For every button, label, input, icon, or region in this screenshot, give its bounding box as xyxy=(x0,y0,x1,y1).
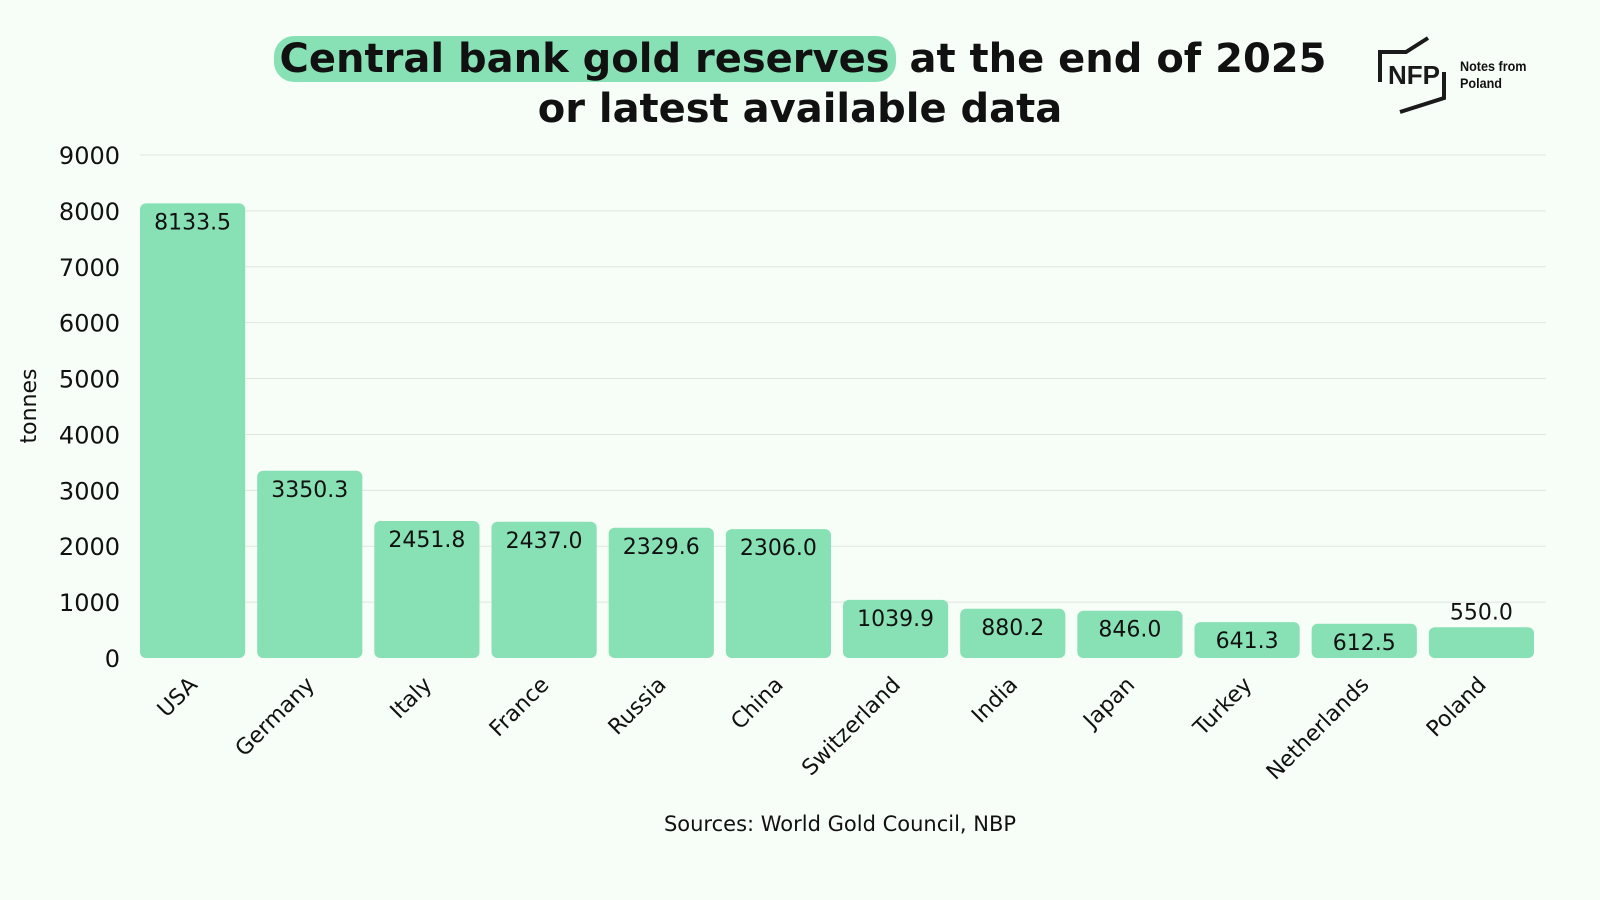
bar-usa xyxy=(140,203,246,658)
y-tick-label: 7000 xyxy=(59,254,120,282)
data-label: 3350.3 xyxy=(271,478,348,503)
data-label: 2306.0 xyxy=(740,536,817,561)
bar-china xyxy=(725,529,831,658)
bar-netherlands xyxy=(1311,623,1417,658)
bar-france xyxy=(491,521,597,658)
x-tick-label: Russia xyxy=(604,673,672,741)
bar-japan xyxy=(1077,610,1183,658)
data-label: 880.2 xyxy=(981,616,1044,641)
bar-germany xyxy=(257,470,363,658)
logo-text-line1: Notes from xyxy=(1460,58,1527,74)
data-label: 846.0 xyxy=(1098,618,1161,643)
y-tick-label: 9000 xyxy=(59,142,120,170)
bar-turkey xyxy=(1194,622,1300,658)
x-tick-label: Japan xyxy=(1078,673,1140,735)
source-note: Sources: World Gold Council, NBP xyxy=(663,812,1017,836)
x-tick-label: Turkey xyxy=(1188,673,1257,742)
y-tick-label: 4000 xyxy=(59,421,120,449)
title-line2: or latest available data xyxy=(537,86,1063,132)
y-axis-label: tonnes xyxy=(17,369,42,444)
bar-switzerland xyxy=(843,599,949,658)
data-label: 2437.0 xyxy=(506,529,583,554)
x-tick-label: India xyxy=(967,673,1023,729)
data-label: 8133.5 xyxy=(154,210,231,235)
x-tick-label: Poland xyxy=(1422,673,1492,743)
y-tick-label: 5000 xyxy=(59,366,120,394)
y-tick-label: 1000 xyxy=(59,589,120,617)
y-tick-label: 0 xyxy=(105,645,120,673)
x-tick-label: Switzerland xyxy=(797,673,905,781)
x-tick-label: Netherlands xyxy=(1262,673,1375,786)
chart-title: Central bank gold reserves at the end of… xyxy=(0,34,1600,134)
y-tick-label: 6000 xyxy=(59,310,120,338)
bar-italy xyxy=(374,520,480,658)
x-tick-label: France xyxy=(485,673,554,742)
y-tick-label: 8000 xyxy=(59,198,120,226)
logo-text: Notes from Poland xyxy=(1460,58,1527,92)
data-label: 2329.6 xyxy=(623,535,700,560)
data-label: 2451.8 xyxy=(388,528,465,553)
bar-russia xyxy=(608,527,714,658)
y-tick-label: 2000 xyxy=(59,533,120,561)
logo-text-line2: Poland xyxy=(1460,75,1503,91)
y-tick-label: 3000 xyxy=(59,477,120,505)
data-label: 1039.9 xyxy=(857,607,934,632)
x-tick-label: Italy xyxy=(386,673,437,724)
logo-mark: NFP xyxy=(1388,60,1440,90)
x-tick-label: USA xyxy=(153,673,203,723)
nfp-logo-icon: NFP xyxy=(1378,36,1446,114)
bar-poland xyxy=(1428,627,1534,658)
title-highlight: Central bank gold reserves xyxy=(273,36,896,82)
data-label: 641.3 xyxy=(1216,629,1279,654)
x-tick-label: Germany xyxy=(231,673,320,762)
data-label: 612.5 xyxy=(1333,631,1396,656)
title-rest: at the end of 2025 xyxy=(895,36,1327,82)
x-tick-label: China xyxy=(727,673,789,735)
bar-india xyxy=(960,608,1066,658)
data-label: 550.0 xyxy=(1450,600,1513,625)
